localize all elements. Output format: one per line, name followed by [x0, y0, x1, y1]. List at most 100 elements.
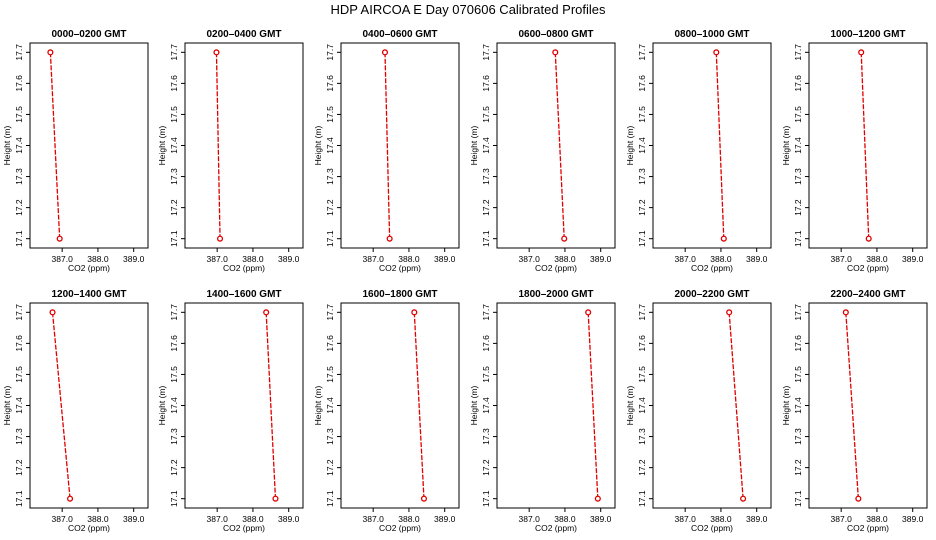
y-tick-label: 17.3	[325, 168, 335, 185]
profile-line	[715, 52, 725, 239]
profile-line	[587, 312, 599, 499]
y-axis-label: Height (m)	[625, 386, 635, 426]
x-axis-label: CO2 (ppm)	[691, 263, 733, 273]
plot-frame	[652, 42, 772, 249]
data-point-marker	[263, 309, 270, 316]
x-tick-label: 387.0	[363, 514, 385, 524]
y-tick-label: 17.2	[325, 459, 335, 476]
profile-line	[215, 52, 221, 239]
y-tick-label: 17.1	[14, 490, 24, 507]
x-tick-label: 387.0	[519, 514, 541, 524]
y-tick-label: 17.5	[481, 106, 491, 123]
y-tick-label: 17.6	[325, 75, 335, 92]
x-tick-label: 388.0	[710, 254, 732, 264]
profile-panel: 1400–1600 GMT 17.1 17.2 17.3 17.4 17.5 17.6 17.…	[157, 289, 304, 533]
x-tick-label: 389.0	[434, 514, 456, 524]
y-tick-label: 17.6	[481, 75, 491, 92]
data-point-marker	[49, 309, 56, 316]
y-axis-label: Height (m)	[313, 386, 323, 426]
y-tick-label: 17.2	[14, 459, 24, 476]
y-tick-label: 17.3	[325, 428, 335, 445]
profile-line	[51, 312, 71, 499]
plot-frame	[184, 302, 304, 509]
y-tick-label: 17.4	[169, 397, 179, 414]
profile-panel: 1000–1200 GMT 17.1 17.2 17.3 17.4 17.5 17.6 17.…	[781, 29, 928, 273]
panel-title: 0400–0600 GMT	[362, 29, 437, 40]
y-tick-label: 17.6	[637, 75, 647, 92]
data-point-marker	[858, 49, 865, 56]
y-tick-label: 17.1	[637, 490, 647, 507]
profile-line	[860, 52, 870, 239]
x-axis-label: CO2 (ppm)	[223, 523, 265, 533]
profile-panel: 1800–2000 GMT 17.1 17.2 17.3 17.4 17.5 17.6 17.…	[469, 289, 616, 533]
y-tick-label: 17.6	[481, 335, 491, 352]
plot-frame	[808, 302, 928, 509]
y-axis-label: Height (m)	[469, 386, 479, 426]
profile-line	[413, 312, 425, 499]
panel-title: 0600–0800 GMT	[518, 29, 593, 40]
data-point-marker	[420, 495, 428, 502]
y-tick-label: 17.4	[637, 137, 647, 154]
y-tick-label: 17.3	[637, 428, 647, 445]
y-tick-label: 17.2	[169, 199, 179, 216]
y-tick-label: 17.5	[169, 366, 179, 383]
x-tick-label: 389.0	[123, 514, 145, 524]
x-tick-label: 389.0	[746, 254, 768, 264]
y-tick-label: 17.6	[169, 335, 179, 352]
y-tick-label: 17.4	[481, 397, 491, 414]
data-point-marker	[552, 49, 559, 56]
y-tick-label: 17.7	[637, 304, 647, 321]
plot-frame	[29, 302, 149, 509]
profile-line	[265, 312, 277, 499]
y-tick-label: 17.5	[793, 366, 803, 383]
x-tick-label: 387.0	[207, 514, 229, 524]
panel-title: 1800–2000 GMT	[518, 289, 593, 300]
x-axis-label: CO2 (ppm)	[535, 263, 577, 273]
panel-title: 1400–1600 GMT	[206, 289, 281, 300]
y-tick-label: 17.4	[169, 137, 179, 154]
y-tick-label: 17.7	[481, 44, 491, 61]
profile-panel: 0000–0200 GMT 17.1 17.2 17.3 17.4 17.5 17.6 17.…	[2, 29, 149, 273]
panel-title: 0200–0400 GMT	[206, 29, 281, 40]
y-tick-label: 17.5	[637, 106, 647, 123]
x-axis-label: CO2 (ppm)	[68, 523, 110, 533]
profile-line	[845, 312, 859, 499]
data-point-marker	[213, 49, 220, 56]
x-tick-label: 387.0	[52, 514, 74, 524]
x-axis-label: CO2 (ppm)	[691, 523, 733, 533]
y-tick-label: 17.3	[169, 428, 179, 445]
x-tick-label: 388.0	[242, 254, 264, 264]
y-axis-label: Height (m)	[781, 126, 791, 166]
profile-panel: 2200–2400 GMT 17.1 17.2 17.3 17.4 17.5 17.6 17.…	[781, 289, 928, 533]
y-axis-label: Height (m)	[781, 386, 791, 426]
data-point-marker	[585, 309, 592, 316]
x-tick-label: 388.0	[866, 514, 888, 524]
y-tick-label: 17.7	[637, 44, 647, 61]
x-tick-label: 389.0	[746, 514, 768, 524]
y-tick-label: 17.1	[481, 490, 491, 507]
y-tick-label: 17.6	[14, 75, 24, 92]
profile-panel: 0600–0800 GMT 17.1 17.2 17.3 17.4 17.5 17.6 17.…	[469, 29, 616, 273]
y-tick-label: 17.1	[169, 490, 179, 507]
y-tick-label: 17.2	[481, 459, 491, 476]
data-point-marker	[713, 49, 720, 56]
profile-line	[49, 52, 61, 239]
x-tick-label: 389.0	[123, 254, 145, 264]
profile-panel: 0200–0400 GMT 17.1 17.2 17.3 17.4 17.5 17.6 17.…	[157, 29, 304, 273]
y-tick-label: 17.7	[169, 304, 179, 321]
x-tick-label: 388.0	[710, 514, 732, 524]
data-point-marker	[865, 235, 872, 242]
y-tick-label: 17.3	[637, 168, 647, 185]
plot-frame	[29, 42, 149, 249]
y-tick-label: 17.4	[325, 137, 335, 154]
y-tick-label: 17.2	[169, 459, 179, 476]
x-tick-label: 389.0	[902, 514, 924, 524]
y-tick-label: 17.1	[325, 490, 335, 507]
panel-title: 1600–1800 GMT	[362, 289, 437, 300]
y-tick-label: 17.1	[325, 230, 335, 247]
y-tick-label: 17.5	[14, 106, 24, 123]
profile-panel: 2000–2200 GMT 17.1 17.2 17.3 17.4 17.5 17.6 17.…	[625, 289, 772, 533]
y-tick-label: 17.7	[793, 304, 803, 321]
x-axis-label: CO2 (ppm)	[379, 263, 421, 273]
x-tick-label: 387.0	[52, 254, 74, 264]
